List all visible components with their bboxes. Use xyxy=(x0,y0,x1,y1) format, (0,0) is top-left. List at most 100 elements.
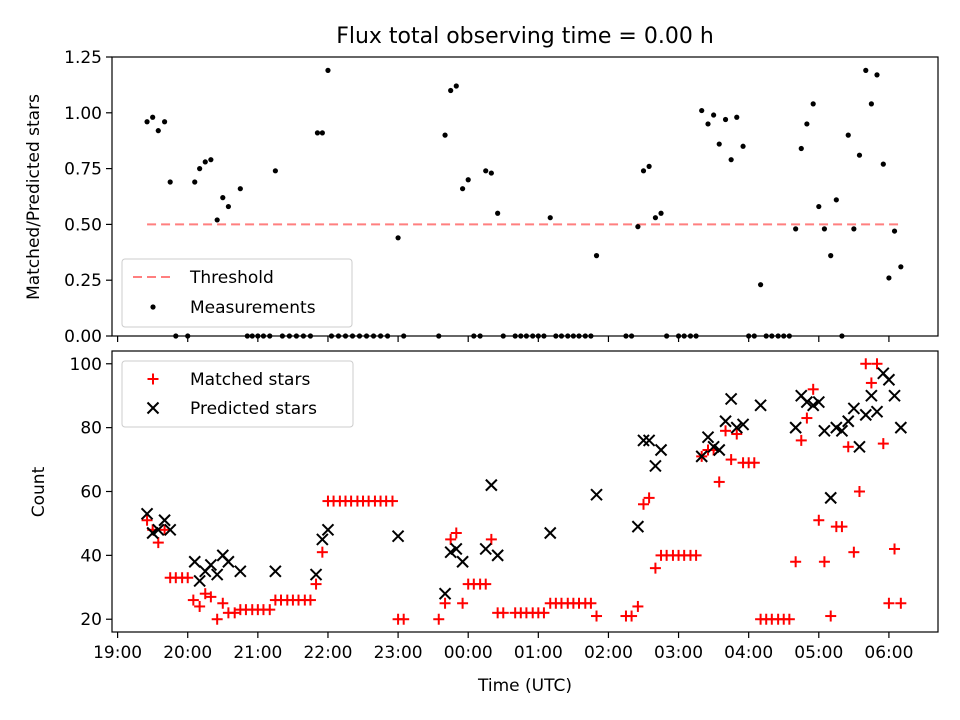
matched-star-point xyxy=(836,521,848,533)
predicted-star-point xyxy=(146,526,159,540)
x-tick-label: 21:00 xyxy=(233,643,282,663)
measurement-point xyxy=(728,157,734,163)
top-panel: 0.00 0.25 0.50 0.75 1.00 1.25 Matched/Predict… xyxy=(24,48,939,347)
matched-star-point xyxy=(141,514,153,526)
matched-star-point xyxy=(690,549,702,561)
matched-star-point xyxy=(626,610,638,622)
predicted-star-point xyxy=(222,555,235,568)
measurement-point xyxy=(886,275,892,281)
predicted-star-point xyxy=(649,459,662,473)
measurement-point xyxy=(314,130,321,136)
measurement-point xyxy=(237,186,243,192)
matched-star-point xyxy=(538,607,550,619)
predicted-star-point xyxy=(188,555,201,568)
top-axis-ticks: 0.00 0.25 0.50 0.75 1.00 1.25 xyxy=(64,48,890,347)
predicted-star-point xyxy=(450,542,463,556)
measurement-point xyxy=(646,163,652,169)
matched-star-point xyxy=(848,546,860,558)
measurement-point xyxy=(442,132,448,138)
predicted-star-point xyxy=(391,529,405,543)
measurement-point xyxy=(711,112,717,118)
predicted-star-point xyxy=(853,440,866,454)
predicted-star-point xyxy=(444,545,457,559)
measurement-point xyxy=(652,215,659,221)
bottom-y-tick-label: 100 xyxy=(70,355,102,375)
measurement-point xyxy=(898,264,904,270)
predicted-star-point xyxy=(654,443,668,457)
bottom-y-tick-label: 80 xyxy=(80,419,102,439)
matched-star-point xyxy=(871,358,883,370)
matched-star-point xyxy=(199,588,211,600)
bottom-y-tick-label: 20 xyxy=(80,610,102,630)
matched-star-point xyxy=(807,383,819,395)
predicted-star-point xyxy=(479,542,492,556)
predicted-star-point xyxy=(818,424,831,438)
matched-star-point xyxy=(883,597,895,609)
x-tick-label: 02:00 xyxy=(584,643,633,663)
matched-star-point xyxy=(457,597,469,609)
predicted-star-point xyxy=(163,523,177,537)
matched-star-point xyxy=(439,597,451,609)
matched-star-point xyxy=(649,562,661,574)
matched-star-point xyxy=(310,578,322,590)
measurement-point xyxy=(880,161,886,167)
legend-predicted-label: Predicted stars xyxy=(190,399,317,419)
legend-measurements-label: Measurements xyxy=(190,298,316,318)
matched-star-point xyxy=(865,377,877,389)
matched-star-point xyxy=(801,412,813,424)
top-y-tick-label: 0.75 xyxy=(64,160,102,180)
predicted-star-point xyxy=(642,434,656,447)
measurement-point xyxy=(225,203,231,210)
measurement-point xyxy=(197,166,203,172)
predicted-star-point xyxy=(456,555,469,568)
matched-star-point xyxy=(895,597,907,609)
matched-star-point xyxy=(731,428,743,440)
matched-star-point xyxy=(825,610,837,622)
measurement-point xyxy=(453,83,459,89)
measurement-point xyxy=(640,168,647,174)
predicted-star-point xyxy=(888,389,901,402)
predicted-star-point xyxy=(830,421,843,434)
predicted-star-point xyxy=(812,395,826,409)
matched-star-point xyxy=(813,514,825,526)
predicted-star-point xyxy=(707,440,720,454)
top-y-tick-label: 1.00 xyxy=(64,104,102,124)
matched-star-point xyxy=(713,476,725,488)
measurement-point xyxy=(488,170,494,176)
matched-star-point xyxy=(386,495,398,507)
measurement-point xyxy=(395,235,401,241)
matched-star-point xyxy=(842,441,854,453)
x-axis-label: Time (UTC) xyxy=(477,676,572,696)
matched-star-point xyxy=(860,358,872,370)
measurement-point xyxy=(161,119,168,125)
matched-star-point xyxy=(795,434,807,446)
predicted-star-point xyxy=(210,568,224,581)
measurement-point xyxy=(863,67,869,73)
matched-star-point xyxy=(497,607,509,619)
matched-star-point xyxy=(790,556,802,568)
top-y-tick-label: 0.00 xyxy=(64,327,102,347)
bottom-axis-ticks: 20 40 60 80 100 19:00 20:00 21:00 22:00 23:00 00:0… xyxy=(70,355,914,663)
matched-star-point xyxy=(205,591,217,603)
measurement-point xyxy=(144,119,150,125)
matched-star-point xyxy=(748,457,760,469)
predicted-star-point xyxy=(736,418,750,431)
measurement-point xyxy=(167,179,173,185)
legend-predicted-swatch xyxy=(146,401,160,415)
predicted-star-point xyxy=(544,526,557,540)
count-points xyxy=(140,358,908,625)
matched-star-point xyxy=(818,556,830,568)
predicted-star-point xyxy=(882,373,896,386)
predicted-star-point xyxy=(847,402,861,415)
top-y-axis-label: Matched/Predicted stars xyxy=(24,94,44,300)
predicted-star-point xyxy=(234,565,247,578)
legend-predicted-marker xyxy=(146,401,160,415)
chart-title: Flux total observing time = 0.00 h xyxy=(336,24,714,49)
matched-star-point xyxy=(217,597,229,609)
predicted-star-point xyxy=(485,478,498,492)
predicted-star-point xyxy=(870,405,884,418)
measurement-point xyxy=(547,215,553,221)
predicted-star-point xyxy=(824,491,837,505)
predicted-star-point xyxy=(269,565,282,578)
predicted-star-point xyxy=(637,434,650,447)
